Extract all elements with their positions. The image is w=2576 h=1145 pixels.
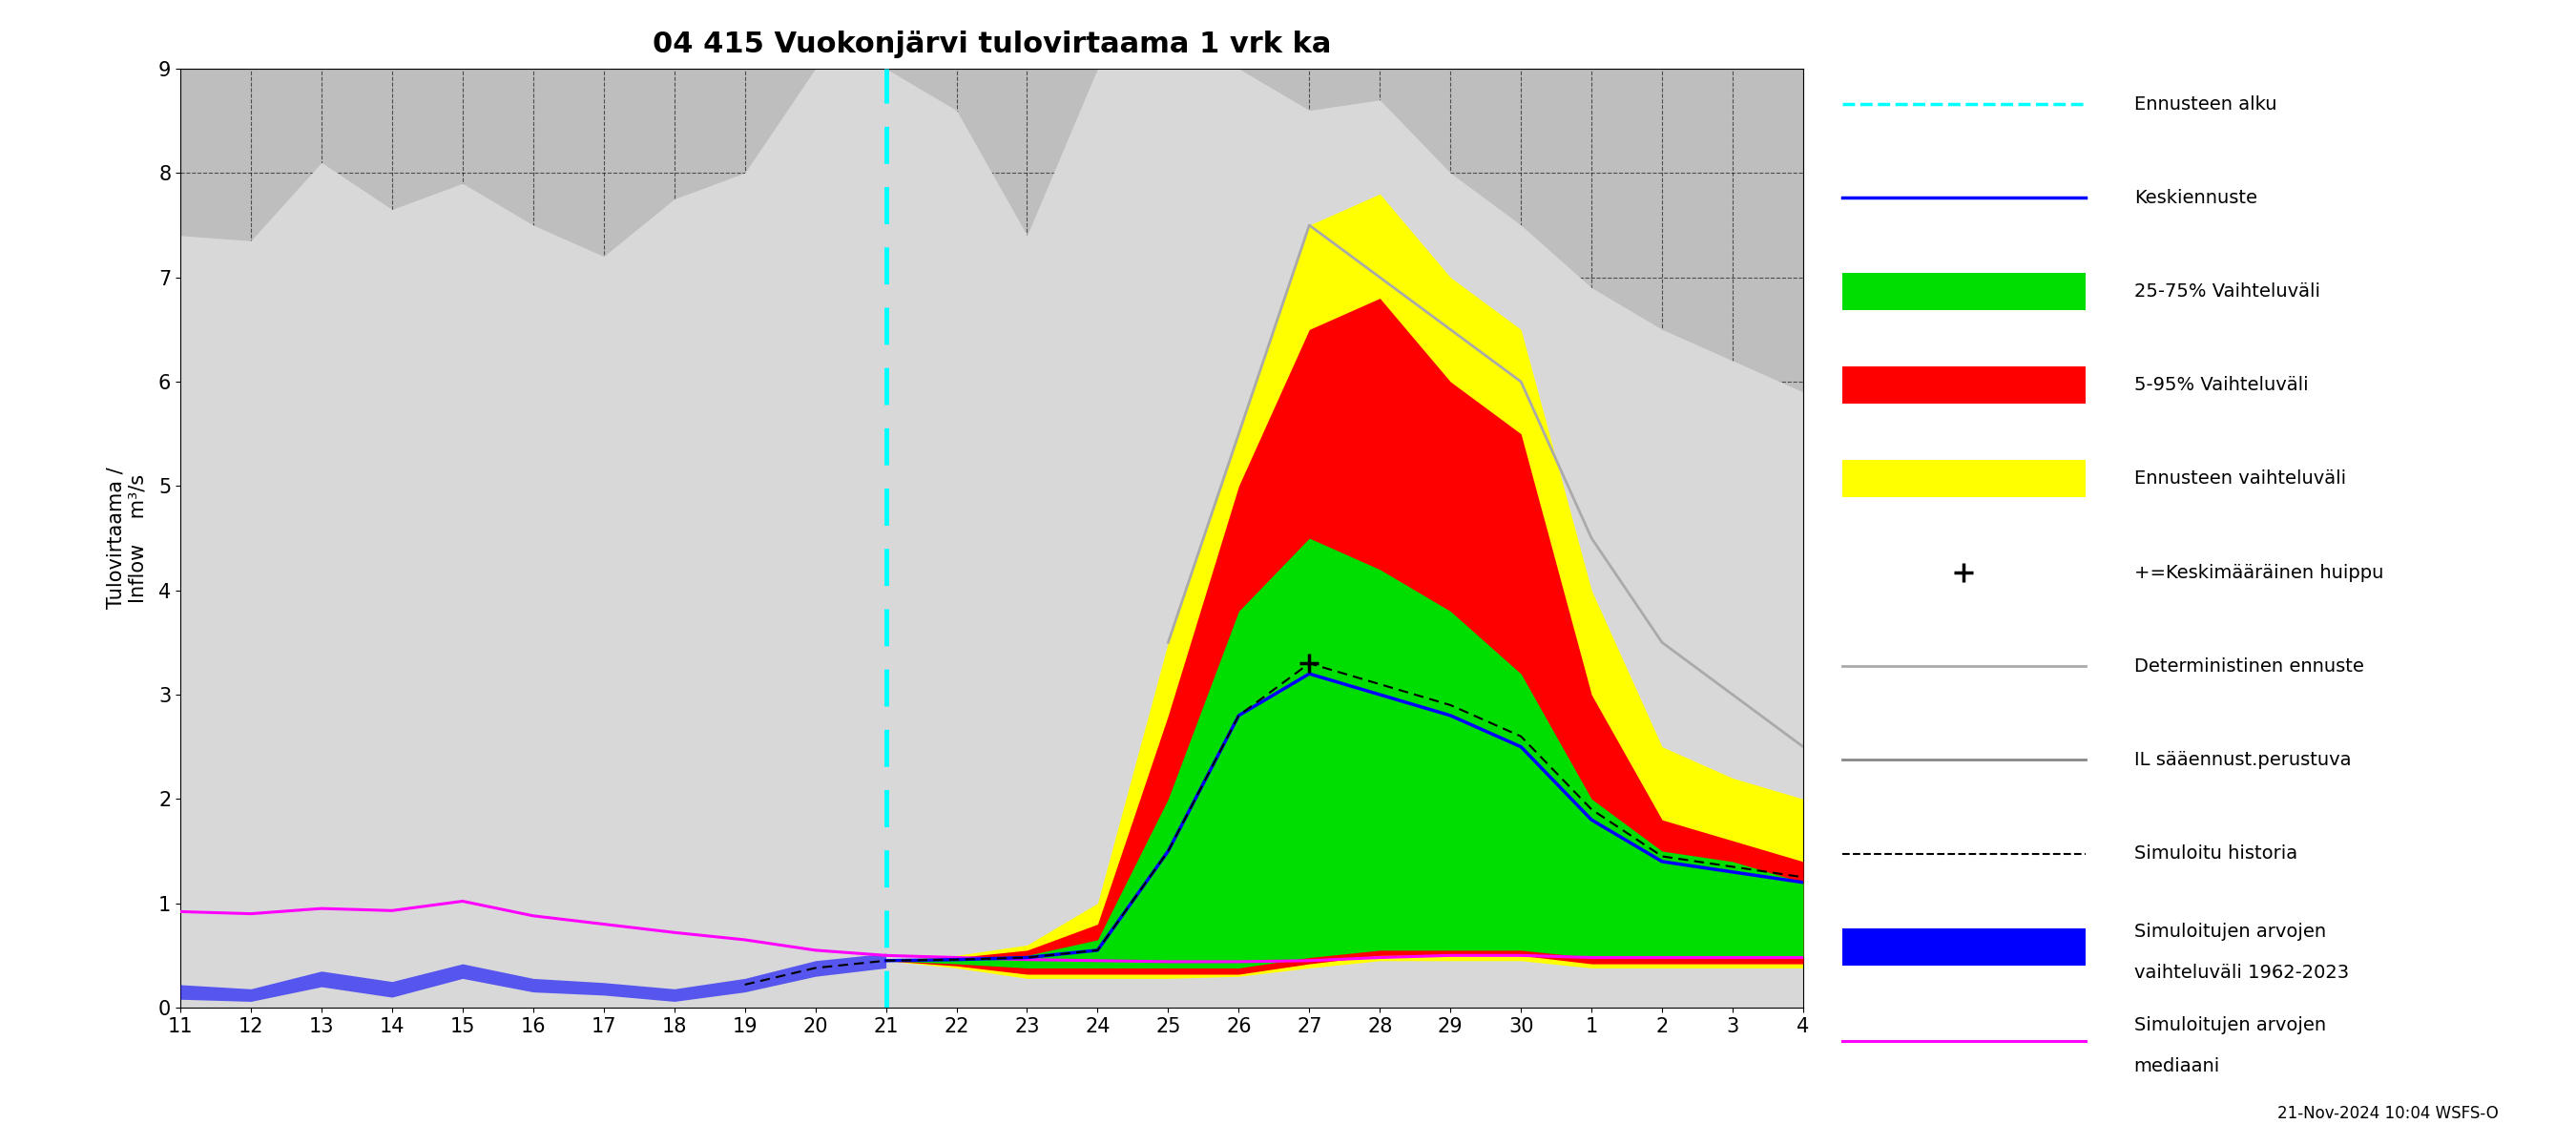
Text: Simuloitujen arvojen: Simuloitujen arvojen [2133,923,2326,941]
Bar [1842,460,2087,497]
Text: 25-75% Vaihteluväli: 25-75% Vaihteluväli [2133,283,2321,300]
Text: mediaani: mediaani [2133,1058,2221,1076]
Y-axis label: Tulovirtaama /
Inflow    m³/s: Tulovirtaama / Inflow m³/s [106,467,147,609]
Bar [1842,273,2087,310]
Text: Deterministinen ennuste: Deterministinen ennuste [2133,657,2365,676]
Title: 04 415 Vuokonjärvi tulovirtaama 1 vrk ka: 04 415 Vuokonjärvi tulovirtaama 1 vrk ka [652,31,1332,58]
Text: IL sääennust.perustuva: IL sääennust.perustuva [2133,751,2352,769]
Text: vaihteluväli 1962-2023: vaihteluväli 1962-2023 [2133,964,2349,982]
Text: Ennusteen vaihteluväli: Ennusteen vaihteluväli [2133,469,2347,488]
Text: Ennusteen alku: Ennusteen alku [2133,95,2277,113]
Text: Simuloitujen arvojen: Simuloitujen arvojen [2133,1017,2326,1035]
Text: 5-95% Vaihteluväli: 5-95% Vaihteluväli [2133,376,2308,394]
Text: +=Keskimääräinen huippu: +=Keskimääräinen huippu [2133,563,2383,582]
Text: Simuloitu historia: Simuloitu historia [2133,845,2298,862]
Bar [1842,929,2087,965]
Text: 21-Nov-2024 10:04 WSFS-O: 21-Nov-2024 10:04 WSFS-O [2277,1105,2499,1122]
Text: Keskiennuste: Keskiennuste [2133,189,2257,207]
Bar [1842,366,2087,404]
